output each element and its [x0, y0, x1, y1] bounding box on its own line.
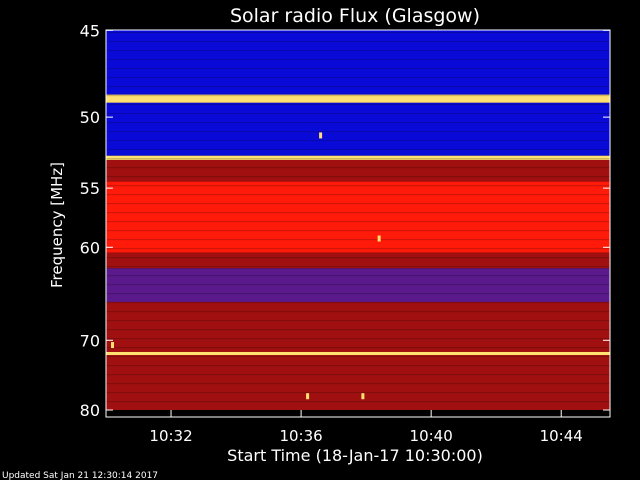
chart-title: Solar radio Flux (Glasgow) [230, 5, 480, 27]
heatmap-stripe [106, 140, 610, 142]
heatmap-stripe [106, 248, 610, 250]
x-tick-label: 10:40 [410, 427, 453, 445]
heatmap-band [106, 94, 610, 103]
heatmap-stripe [106, 356, 610, 358]
heatmap-stripe [106, 275, 610, 277]
heatmap-stripe [106, 50, 610, 52]
heatmap-stripe [106, 329, 610, 331]
heatmap-stripe [106, 149, 610, 151]
y-tick-label: 50 [80, 108, 100, 127]
y-tick-label: 80 [80, 401, 100, 420]
heatmap-stripe [106, 392, 610, 394]
burst-point [377, 235, 381, 242]
heatmap-stripe [106, 293, 610, 295]
heatmap-stripe [106, 167, 610, 169]
heatmap-stripe [106, 311, 610, 313]
heatmap-band [106, 155, 610, 160]
x-tick-label: 10:32 [149, 427, 192, 445]
heatmap-stripe [106, 401, 610, 403]
heatmap-stripe [106, 95, 610, 97]
heatmap-stripe [106, 194, 610, 196]
plot-frame [105, 29, 611, 418]
heatmap-stripe [106, 158, 610, 160]
heatmap-stripe [106, 41, 610, 43]
heatmap-stripe [106, 212, 610, 214]
burst-point [306, 393, 310, 400]
heatmap-stripe [106, 230, 610, 232]
heatmap-stripe [106, 302, 610, 304]
heatmap-stripe [106, 383, 610, 385]
heatmap-band [106, 159, 610, 182]
heatmap-stripe [106, 203, 610, 205]
heatmap-stripe [106, 320, 610, 322]
axis-ticks: 45 50 55 60 70 80 10:32 10:36 10:40 10:44 [80, 21, 610, 445]
heatmap-stripe [106, 176, 610, 178]
heatmap-stripe [106, 410, 610, 412]
heatmap-band [106, 301, 610, 352]
heatmap-band [106, 181, 610, 253]
heatmap-band [106, 252, 610, 269]
x-tick-label: 10:36 [279, 427, 322, 445]
heatmap-stripe [106, 365, 610, 367]
heatmap-stripe [106, 239, 610, 241]
heatmap-stripe [106, 59, 610, 61]
heatmap-stripe [106, 122, 610, 124]
heatmap-band [106, 102, 610, 156]
heatmap-stripe [106, 266, 610, 268]
heatmap-stripe [106, 86, 610, 88]
heatmap-stripe [106, 68, 610, 70]
x-tick-label: 10:44 [540, 427, 583, 445]
heatmap-stripe [106, 257, 610, 259]
heatmap-stripe [106, 221, 610, 223]
heatmap-band [106, 268, 610, 302]
heatmap-stripe [106, 338, 610, 340]
heatmap-band [106, 30, 610, 95]
burst-point [111, 342, 115, 349]
x-axis-label: Start Time (18-Jan-17 10:30:00) [227, 446, 483, 465]
heatmap-stripe [106, 104, 610, 106]
heatmap-stripe [106, 185, 610, 187]
y-tick-label: 60 [80, 238, 100, 257]
y-tick-label: 45 [80, 21, 100, 40]
heatmap-stripe [106, 131, 610, 133]
y-tick-label: 55 [80, 179, 100, 198]
heatmap-area [106, 30, 610, 412]
updated-timestamp: Updated Sat Jan 21 12:30:14 2017 [2, 471, 158, 480]
heatmap-stripe [106, 77, 610, 79]
burst-point [319, 132, 323, 139]
heatmap-band [106, 355, 610, 411]
heatmap-stripe [106, 374, 610, 376]
heatmap-stripe [106, 347, 610, 349]
y-axis-label: Frequency [MHz] [48, 162, 66, 288]
heatmap-band [106, 351, 610, 356]
heatmap-stripe [106, 284, 610, 286]
heatmap-stripe [106, 32, 610, 34]
y-tick-label: 70 [80, 331, 100, 350]
heatmap-stripe [106, 113, 610, 115]
burst-point [361, 393, 365, 400]
